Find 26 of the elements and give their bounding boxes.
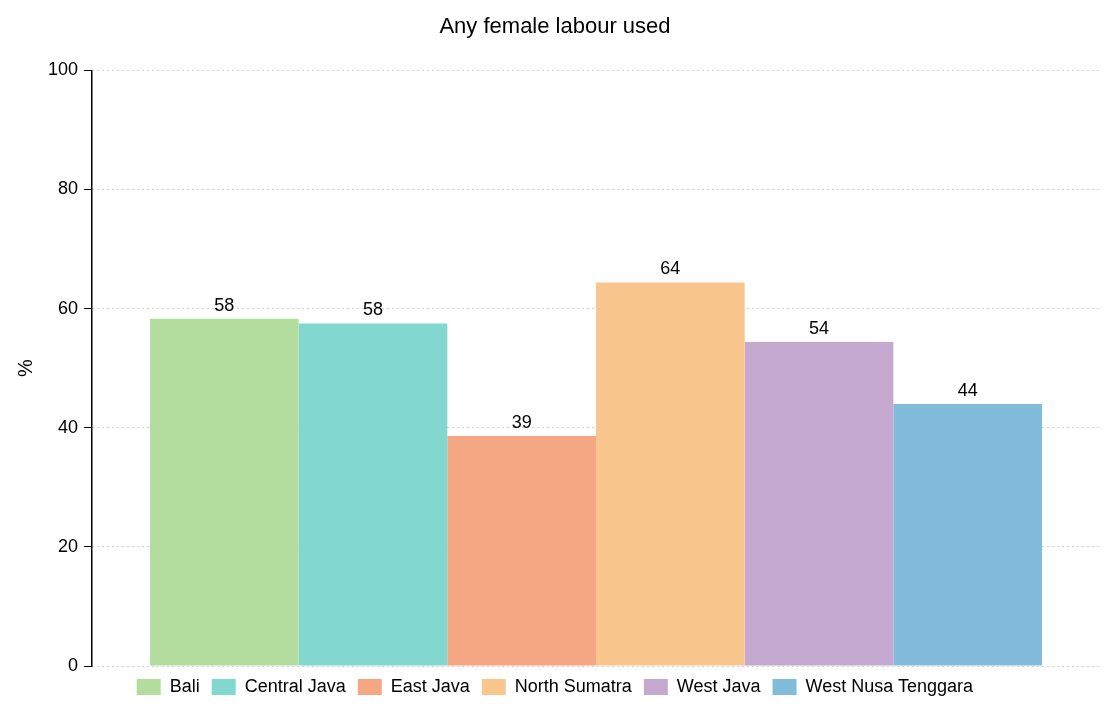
y-axis-title: % [13, 359, 36, 378]
data-label: 54 [809, 317, 830, 338]
chart-title: Any female labour used [439, 13, 671, 39]
data-label: 64 [660, 258, 681, 279]
bar [447, 436, 597, 666]
legend-label: West Nusa Tenggara [805, 675, 974, 696]
y-tick-label: 60 [58, 297, 79, 318]
y-tick-label: 40 [58, 416, 79, 437]
bar [893, 403, 1043, 666]
y-tick-label: 80 [58, 178, 79, 199]
y-tick-label: 0 [68, 654, 79, 675]
legend-label: West Java [676, 675, 762, 696]
data-label: 58 [362, 299, 384, 320]
data-label: 58 [214, 294, 235, 315]
y-tick-label: 20 [58, 535, 79, 556]
bar [149, 318, 299, 666]
bar [596, 282, 745, 666]
y-tick-label: 100 [47, 59, 79, 80]
legend-label: East Java [390, 675, 471, 696]
bar [298, 323, 448, 666]
legend-label: Central Java [244, 675, 347, 696]
data-label: 39 [511, 412, 532, 433]
bar [744, 341, 894, 666]
legend-label: North Sumatra [514, 675, 633, 696]
data-label: 44 [957, 379, 978, 400]
legend-label: Bali [169, 675, 200, 696]
